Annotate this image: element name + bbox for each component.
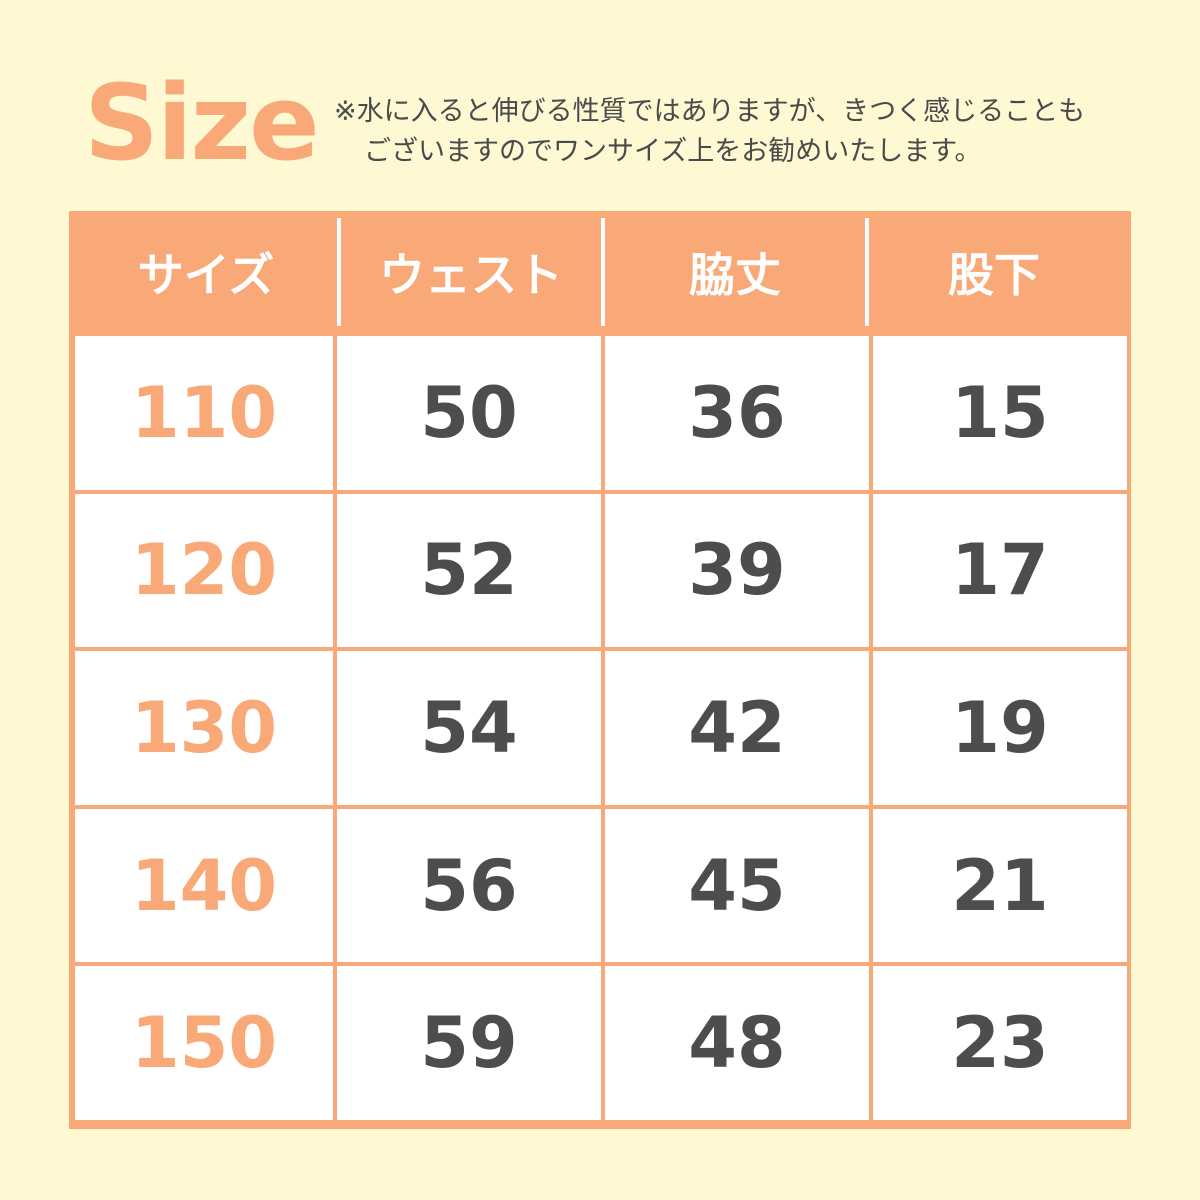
column-header: サイズ [137,248,275,302]
measurement-cell: 17 [873,493,1127,648]
column-header: ウェスト [337,218,601,326]
size-cell: 140 [75,808,333,963]
size-note: ※水に入ると伸びる性質ではありますが、きつく感じることも ございますのでワンサイ… [334,92,1085,172]
measurement-cell: 59 [337,966,601,1120]
measurement-cell: 52 [337,493,601,648]
measurement-cell: 45 [605,808,869,963]
measurement-cell: 48 [605,966,869,1120]
measurement-cell: 15 [873,336,1127,490]
measurement-cell: 23 [873,966,1127,1120]
size-table: サイズ ウェスト 脇丈 股下 110 50 36 15 120 52 39 17 130 54 42 19 1… [69,211,1131,1129]
size-title: Size [84,62,320,184]
size-cell: 120 [75,493,333,648]
measurement-cell: 39 [605,493,869,648]
size-cell: 130 [75,651,333,805]
measurement-cell: 54 [337,651,601,805]
measurement-cell: 56 [337,808,601,963]
note-line-2: ございますのでワンサイズ上をお勧めいたします。 [364,136,982,167]
measurement-cell: 36 [605,336,869,490]
column-header: 股下 [865,218,1119,326]
note-line-1: ※水に入ると伸びる性質ではありますが、きつく感じることも [334,96,1086,127]
column-header: 脇丈 [601,218,865,326]
size-cell: 150 [75,966,333,1120]
table-body: 110 50 36 15 120 52 39 17 130 54 42 19 140 56 45 21 150 5… [75,336,1127,1120]
table-header: サイズ ウェスト 脇丈 股下 [75,211,1125,333]
measurement-cell: 19 [873,651,1127,805]
measurement-cell: 42 [605,651,869,805]
size-cell: 110 [75,336,333,490]
measurement-cell: 50 [337,336,601,490]
measurement-cell: 21 [873,808,1127,963]
